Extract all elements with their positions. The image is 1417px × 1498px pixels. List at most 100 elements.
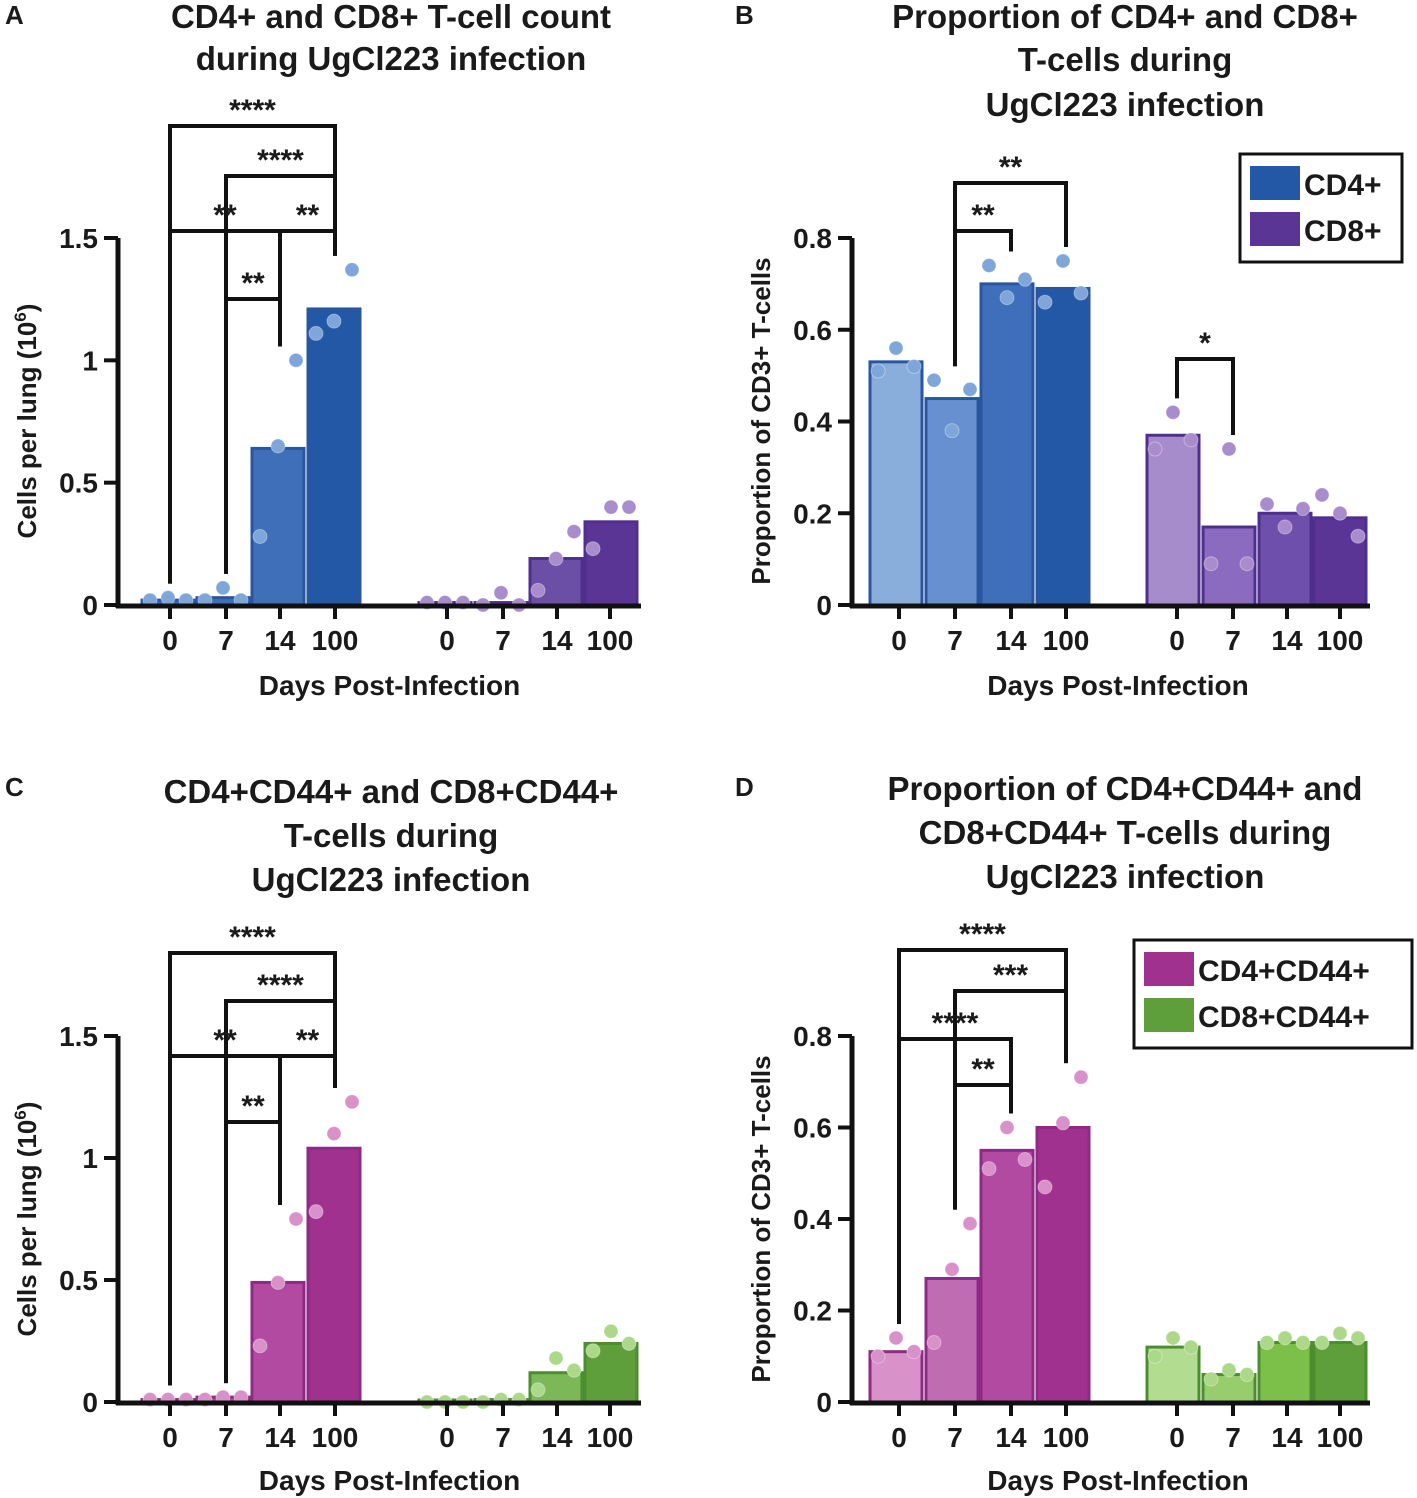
data-point xyxy=(1221,441,1237,457)
y-tick-label: 0 xyxy=(816,1387,832,1418)
data-point xyxy=(1350,1330,1366,1346)
data-point xyxy=(1221,1362,1237,1378)
significance-stars: **** xyxy=(229,94,276,127)
x-tick-label: 0 xyxy=(439,1422,455,1453)
significance-bracket xyxy=(1175,357,1235,436)
legend-swatch xyxy=(1250,166,1300,200)
data-point xyxy=(252,528,268,544)
significance-stars: **** xyxy=(257,144,304,177)
data-point xyxy=(1055,1115,1071,1131)
y-tick-label: 0.8 xyxy=(793,1021,832,1052)
x-tick-label: 100 xyxy=(312,625,359,656)
bar-cd4cd44-day-14 xyxy=(979,1148,1035,1404)
data-point xyxy=(1239,556,1255,572)
data-point xyxy=(160,590,176,606)
data-point xyxy=(870,363,886,379)
y-axis-label: Proportion of CD3+ T-cells xyxy=(746,257,776,584)
data-point xyxy=(270,1274,286,1290)
x-tick-label: 14 xyxy=(1271,1422,1303,1453)
bar-cd4-day-0 xyxy=(868,360,924,607)
x-tick-label: 7 xyxy=(495,625,511,656)
data-point xyxy=(906,358,922,374)
y-tick-label: 0.5 xyxy=(59,1265,98,1296)
significance-stars: ** xyxy=(213,199,237,232)
panel-label: A xyxy=(5,0,24,30)
data-point xyxy=(493,585,509,601)
data-point xyxy=(288,1211,304,1227)
y-tick-label: 0.4 xyxy=(793,1204,832,1235)
x-tick-label: 100 xyxy=(1317,1422,1364,1453)
data-point xyxy=(1295,501,1311,517)
data-point xyxy=(215,580,231,596)
x-tick-label: 14 xyxy=(264,625,296,656)
legend-swatch xyxy=(1144,952,1194,986)
data-point xyxy=(1147,1348,1163,1364)
y-tick-label: 0.5 xyxy=(59,468,98,499)
y-axis-label-tail: ) xyxy=(12,304,42,313)
x-tick-label: 100 xyxy=(1043,625,1090,656)
significance-stars: **** xyxy=(959,918,1006,951)
data-point xyxy=(888,1330,904,1346)
significance-stars: ** xyxy=(296,199,320,232)
bar-cd8-day-0 xyxy=(1145,433,1201,607)
y-axis-label: Cells per lung (106) xyxy=(11,304,42,539)
x-tick-label: 100 xyxy=(587,1422,634,1453)
y-axis-label-sup: 6 xyxy=(11,312,30,321)
data-point xyxy=(308,325,324,341)
x-tick-label: 7 xyxy=(218,1422,234,1453)
y-tick-label: 1 xyxy=(82,1143,98,1174)
significance-bracket xyxy=(953,229,1013,367)
data-point xyxy=(288,352,304,368)
data-point xyxy=(1259,496,1275,512)
chart-title-line: T-cells during xyxy=(1018,41,1233,78)
data-point xyxy=(344,262,360,278)
y-tick-label: 0.8 xyxy=(793,223,832,254)
bar-cd4-day-100 xyxy=(306,307,362,607)
data-point xyxy=(548,1350,564,1366)
panel-label: D xyxy=(735,772,754,802)
x-tick-label: 7 xyxy=(947,1422,963,1453)
y-axis-label: Proportion of CD3+ T-cells xyxy=(746,1055,776,1382)
y-axis-label-main: Proportion of CD3+ T-cells xyxy=(746,257,776,584)
data-point xyxy=(603,499,619,515)
y-axis-label-tail: ) xyxy=(12,1102,42,1111)
significance-bracket xyxy=(224,1120,282,1384)
chart-title-line: Proportion of CD4+CD44+ and xyxy=(888,770,1363,807)
data-point xyxy=(1055,253,1071,269)
y-tick-label: 0.2 xyxy=(793,1296,832,1327)
data-point xyxy=(981,1161,997,1177)
data-point xyxy=(1332,1325,1348,1341)
data-point xyxy=(621,1335,637,1351)
data-point xyxy=(944,423,960,439)
data-point xyxy=(1165,1330,1181,1346)
x-tick-label: 100 xyxy=(312,1422,359,1453)
data-point xyxy=(999,1120,1015,1135)
y-tick-label: 1.5 xyxy=(59,1021,98,1052)
data-point xyxy=(1203,556,1219,572)
x-axis-label: Days Post-Infection xyxy=(987,670,1248,701)
bar-cd4cd44-day-100 xyxy=(306,1146,362,1404)
data-point xyxy=(1350,528,1366,544)
y-tick-label: 0.6 xyxy=(793,1113,832,1144)
data-point xyxy=(999,290,1015,306)
significance-bracket xyxy=(897,1037,1013,1324)
data-point xyxy=(270,438,286,454)
y-tick-label: 0 xyxy=(82,1387,98,1418)
data-point xyxy=(1277,519,1293,535)
legend-label: CD8+ xyxy=(1304,215,1382,248)
data-point xyxy=(1259,1335,1275,1351)
data-point xyxy=(1037,294,1053,310)
y-tick-label: 0 xyxy=(82,590,98,621)
chart-title-line: during UgCl223 infection xyxy=(196,40,587,77)
data-point xyxy=(1314,1335,1330,1351)
y-tick-label: 0.4 xyxy=(793,407,832,438)
data-point xyxy=(1017,1152,1033,1168)
y-tick-label: 0.2 xyxy=(793,498,832,529)
x-tick-label: 0 xyxy=(1169,1422,1185,1453)
bar-cd8cd44-day-14 xyxy=(1257,1341,1313,1404)
x-axis-label: Days Post-Infection xyxy=(259,1465,520,1496)
data-point xyxy=(1147,441,1163,457)
panel-d: D Proportion of CD4+CD44+ and CD8+CD44+ T-… xyxy=(735,770,1414,1496)
significance-bracket xyxy=(224,297,282,574)
